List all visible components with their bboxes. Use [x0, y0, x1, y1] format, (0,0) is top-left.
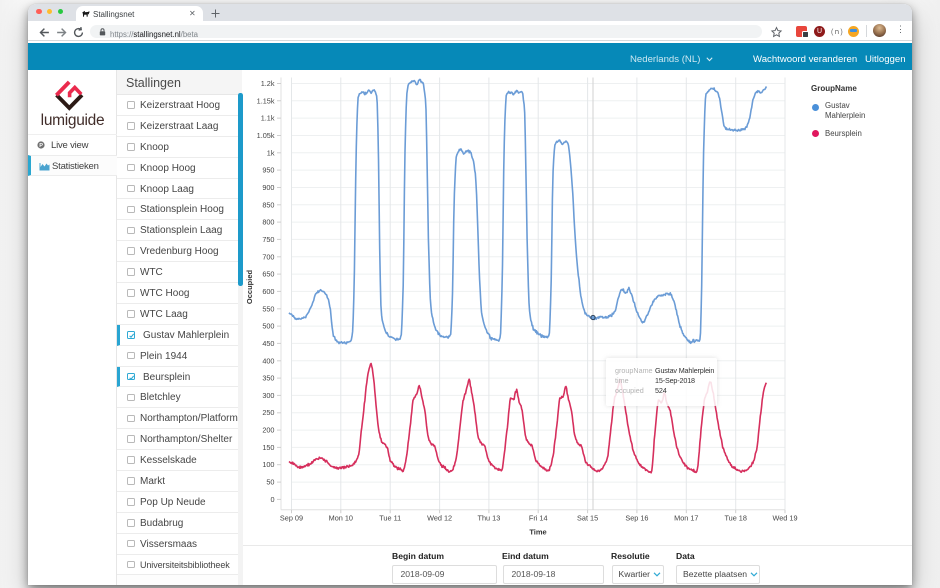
- svg-text:250: 250: [262, 408, 274, 417]
- svg-text:850: 850: [262, 200, 274, 209]
- svg-text:950: 950: [262, 166, 274, 175]
- svg-text:Mon 10: Mon 10: [329, 514, 353, 523]
- svg-text:P: P: [39, 143, 43, 149]
- svg-text:Wed 12: Wed 12: [427, 514, 452, 523]
- svg-text:Time: Time: [529, 528, 546, 537]
- svg-text:Fri 14: Fri 14: [529, 514, 548, 523]
- svg-text:700: 700: [262, 252, 274, 261]
- svg-text:1.1k: 1.1k: [261, 114, 275, 123]
- svg-text:150: 150: [262, 443, 274, 452]
- svg-text:1.05k: 1.05k: [257, 131, 275, 140]
- svg-text:500: 500: [262, 322, 274, 331]
- svg-text:550: 550: [262, 304, 274, 313]
- svg-text:Mon 17: Mon 17: [674, 514, 698, 523]
- svg-text:Thu 13: Thu 13: [478, 514, 501, 523]
- svg-text:900: 900: [262, 183, 274, 192]
- svg-text:800: 800: [262, 218, 274, 227]
- svg-text:Wed 19: Wed 19: [772, 514, 797, 523]
- svg-text:1k: 1k: [267, 148, 275, 157]
- svg-text:450: 450: [262, 339, 274, 348]
- svg-text:200: 200: [262, 426, 274, 435]
- svg-text:Tue 18: Tue 18: [724, 514, 746, 523]
- svg-text:300: 300: [262, 391, 274, 400]
- svg-text:400: 400: [262, 356, 274, 365]
- svg-text:Tue 11: Tue 11: [379, 514, 401, 523]
- svg-text:750: 750: [262, 235, 274, 244]
- svg-text:Sep 09: Sep 09: [280, 514, 303, 523]
- svg-text:0: 0: [270, 495, 274, 504]
- svg-text:350: 350: [262, 374, 274, 383]
- svg-text:Sat 15: Sat 15: [577, 514, 598, 523]
- svg-text:100: 100: [262, 460, 274, 469]
- svg-text:50: 50: [266, 478, 274, 487]
- svg-text:Occupied: Occupied: [245, 270, 254, 305]
- svg-text:Sep 16: Sep 16: [625, 514, 648, 523]
- svg-text:600: 600: [262, 287, 274, 296]
- svg-text:1.2k: 1.2k: [261, 79, 275, 88]
- svg-text:1.15k: 1.15k: [257, 96, 275, 105]
- svg-text:650: 650: [262, 270, 274, 279]
